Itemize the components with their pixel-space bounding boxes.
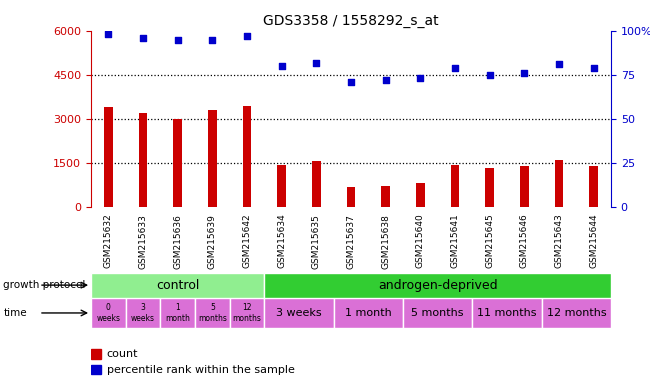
Bar — [554, 160, 564, 207]
Bar — [161, 298, 195, 328]
Bar — [174, 119, 182, 207]
Point — [380, 77, 391, 83]
Point — [450, 65, 460, 71]
Text: 3 weeks: 3 weeks — [276, 308, 322, 318]
Text: time: time — [3, 308, 27, 318]
Text: 1
month: 1 month — [165, 303, 190, 323]
Bar — [278, 165, 286, 207]
Text: 12 months: 12 months — [547, 308, 606, 318]
Point — [484, 72, 495, 78]
Bar — [104, 107, 112, 207]
Text: GSM215638: GSM215638 — [381, 214, 390, 268]
Text: percentile rank within the sample: percentile rank within the sample — [107, 364, 294, 375]
Text: GSM215637: GSM215637 — [346, 214, 356, 268]
Text: GSM215642: GSM215642 — [242, 214, 252, 268]
Point — [346, 79, 356, 85]
Text: 1 month: 1 month — [345, 308, 392, 318]
Bar — [473, 298, 541, 328]
Text: GSM215643: GSM215643 — [554, 214, 564, 268]
Point — [103, 31, 114, 37]
Bar — [541, 298, 611, 328]
Bar — [382, 186, 390, 207]
Text: 0
weeks: 0 weeks — [96, 303, 120, 323]
Point — [415, 75, 426, 81]
Text: 3
weeks: 3 weeks — [131, 303, 155, 323]
Text: count: count — [107, 349, 138, 359]
Bar — [265, 273, 611, 298]
Bar — [403, 298, 473, 328]
Point — [554, 61, 564, 67]
Bar — [416, 183, 424, 207]
Text: GSM215640: GSM215640 — [416, 214, 425, 268]
Bar — [138, 113, 148, 207]
Bar — [229, 298, 265, 328]
Point — [311, 60, 322, 66]
Bar — [242, 106, 252, 207]
Text: GSM215641: GSM215641 — [450, 214, 460, 268]
Text: 5 months: 5 months — [411, 308, 464, 318]
Point — [276, 63, 287, 69]
Text: 12
months: 12 months — [233, 303, 261, 323]
Bar — [91, 298, 125, 328]
Bar — [91, 273, 265, 298]
Text: GSM215646: GSM215646 — [520, 214, 529, 268]
Text: 11 months: 11 months — [477, 308, 537, 318]
Bar — [312, 161, 320, 207]
Bar — [450, 165, 460, 207]
Point — [207, 36, 218, 43]
Text: 5
months: 5 months — [198, 303, 227, 323]
Bar — [91, 349, 101, 359]
Text: GSM215639: GSM215639 — [208, 214, 217, 268]
Bar — [520, 166, 528, 207]
Text: GSM215645: GSM215645 — [485, 214, 494, 268]
Text: growth protocol: growth protocol — [3, 280, 86, 290]
Point — [172, 36, 183, 43]
Text: androgen-deprived: androgen-deprived — [378, 279, 497, 291]
Title: GDS3358 / 1558292_s_at: GDS3358 / 1558292_s_at — [263, 14, 439, 28]
Text: GSM215644: GSM215644 — [589, 214, 598, 268]
Bar — [265, 298, 333, 328]
Bar — [333, 298, 403, 328]
Point — [519, 70, 530, 76]
Text: GSM215636: GSM215636 — [173, 214, 182, 268]
Text: control: control — [156, 279, 200, 291]
Text: GSM215634: GSM215634 — [277, 214, 286, 268]
Text: GSM215633: GSM215633 — [138, 214, 148, 268]
Point — [588, 65, 599, 71]
Bar — [346, 187, 356, 207]
Bar — [486, 169, 494, 207]
Bar — [91, 365, 101, 374]
Point — [242, 33, 252, 39]
Bar — [125, 298, 161, 328]
Point — [138, 35, 148, 41]
Bar — [208, 110, 216, 207]
Bar — [590, 166, 598, 207]
Text: GSM215632: GSM215632 — [104, 214, 113, 268]
Bar — [195, 298, 229, 328]
Text: GSM215635: GSM215635 — [312, 214, 321, 268]
